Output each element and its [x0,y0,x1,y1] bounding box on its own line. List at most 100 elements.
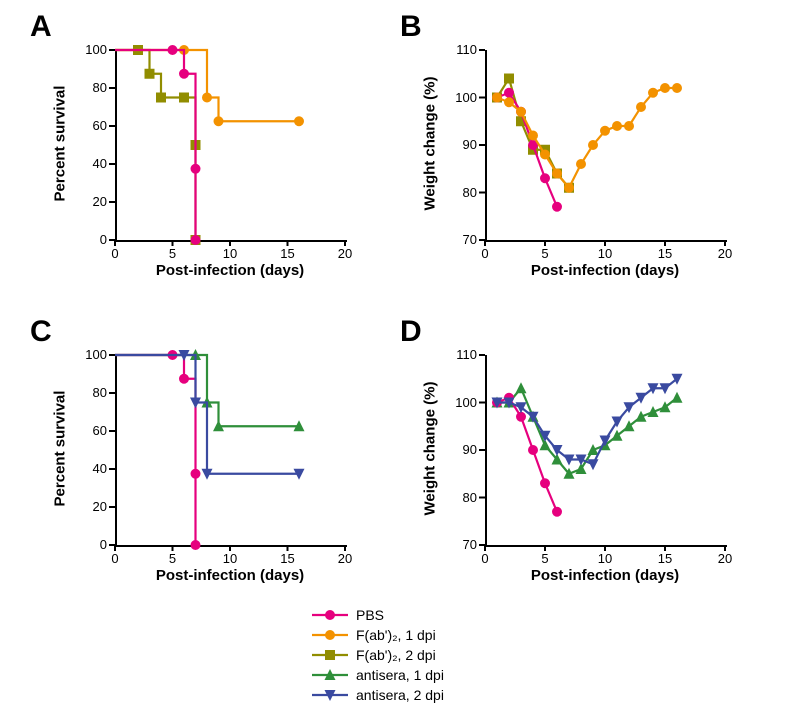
chart-D-weight: Weight change (%)Post-infection (days)05… [485,355,725,545]
x-tick-label: 10 [590,246,620,261]
x-axis-title: Post-infection (days) [485,567,725,584]
series-marker [202,93,212,103]
y-tick-label: 110 [447,347,477,362]
y-tick-label: 60 [77,423,107,438]
series-marker [540,173,550,183]
y-tick-label: 100 [447,395,477,410]
series-marker [504,74,514,84]
series-marker [214,116,224,126]
series-marker [672,83,682,93]
x-tick-label: 15 [273,246,303,261]
series-marker [179,69,189,79]
series-marker [156,93,166,103]
x-tick-label: 20 [710,246,740,261]
y-axis-title: Percent survival [52,49,69,239]
series-marker [516,107,526,117]
panel-label-C: C [30,315,52,349]
series-marker [552,202,562,212]
y-tick-label: 80 [447,185,477,200]
series-line [497,88,677,188]
x-tick-label: 20 [330,246,360,261]
x-tick-label: 10 [215,246,245,261]
series-marker [504,88,514,98]
legend: PBS F(ab')₂, 1 dpi F(ab')₂, 2 dpi antisera,… [310,605,444,705]
y-tick-label: 80 [77,385,107,400]
series-marker [492,93,502,103]
x-tick-label: 0 [470,246,500,261]
series-marker [540,478,550,488]
series-marker [564,183,574,193]
y-tick-label: 0 [77,537,107,552]
series-marker [179,93,189,103]
x-tick-label: 5 [158,246,188,261]
series-marker [540,150,550,160]
x-tick-label: 5 [530,551,560,566]
legend-swatch [310,665,350,685]
series-marker [588,459,599,470]
x-tick-label: 0 [100,551,130,566]
y-tick-label: 100 [77,42,107,57]
series-marker [552,507,562,517]
series-marker [552,169,562,179]
y-tick-label: 90 [447,137,477,152]
legend-swatch [310,685,350,705]
y-tick-label: 110 [447,42,477,57]
x-tick-label: 20 [330,551,360,566]
x-tick-label: 20 [710,551,740,566]
series-marker [612,121,622,131]
y-tick-label: 40 [77,156,107,171]
y-tick-label: 20 [77,499,107,514]
x-tick-label: 5 [158,551,188,566]
y-tick-label: 70 [447,232,477,247]
panel-label-B: B [400,10,422,44]
x-tick-label: 5 [530,246,560,261]
series-marker [191,540,201,550]
legend-label: F(ab')₂, 1 dpi [356,627,436,643]
series-marker [191,235,201,245]
legend-label: PBS [356,607,384,623]
series-marker [179,374,189,384]
series-marker [516,382,527,393]
series-marker [504,97,514,107]
legend-item: F(ab')₂, 1 dpi [310,625,444,645]
series-marker [191,469,201,479]
x-tick-label: 0 [470,551,500,566]
x-tick-label: 10 [215,551,245,566]
y-axis-title: Weight change (%) [422,49,439,239]
x-axis-title: Post-infection (days) [115,567,345,584]
y-tick-label: 90 [447,442,477,457]
chart-A-survival: Percent survivalPost-infection (days)051… [115,50,345,240]
series-marker [528,445,538,455]
legend-item: PBS [310,605,444,625]
series-marker [648,88,658,98]
series-line [497,398,557,512]
legend-label: antisera, 2 dpi [356,687,444,703]
x-axis-title: Post-infection (days) [485,262,725,279]
legend-item: F(ab')₂, 2 dpi [310,645,444,665]
legend-item: antisera, 1 dpi [310,665,444,685]
y-tick-label: 20 [77,194,107,209]
series-marker [576,159,586,169]
series-marker [191,164,201,174]
panel-label-D: D [400,315,422,349]
series-marker [528,131,538,141]
series-marker [672,392,683,403]
y-tick-label: 60 [77,118,107,133]
series-marker [588,140,598,150]
x-axis-title: Post-infection (days) [115,262,345,279]
legend-label: antisera, 1 dpi [356,667,444,683]
panel-label-A: A [30,10,52,44]
x-tick-label: 15 [650,246,680,261]
y-tick-label: 100 [447,90,477,105]
x-tick-label: 10 [590,551,620,566]
legend-swatch [310,605,350,625]
chart-C-survival: Percent survivalPost-infection (days)051… [115,355,345,545]
y-tick-label: 70 [447,537,477,552]
legend-item: antisera, 2 dpi [310,685,444,705]
x-tick-label: 15 [650,551,680,566]
series-marker [636,102,646,112]
series-marker [294,116,304,126]
series-marker [624,121,634,131]
legend-swatch [310,625,350,645]
series-marker [168,45,178,55]
